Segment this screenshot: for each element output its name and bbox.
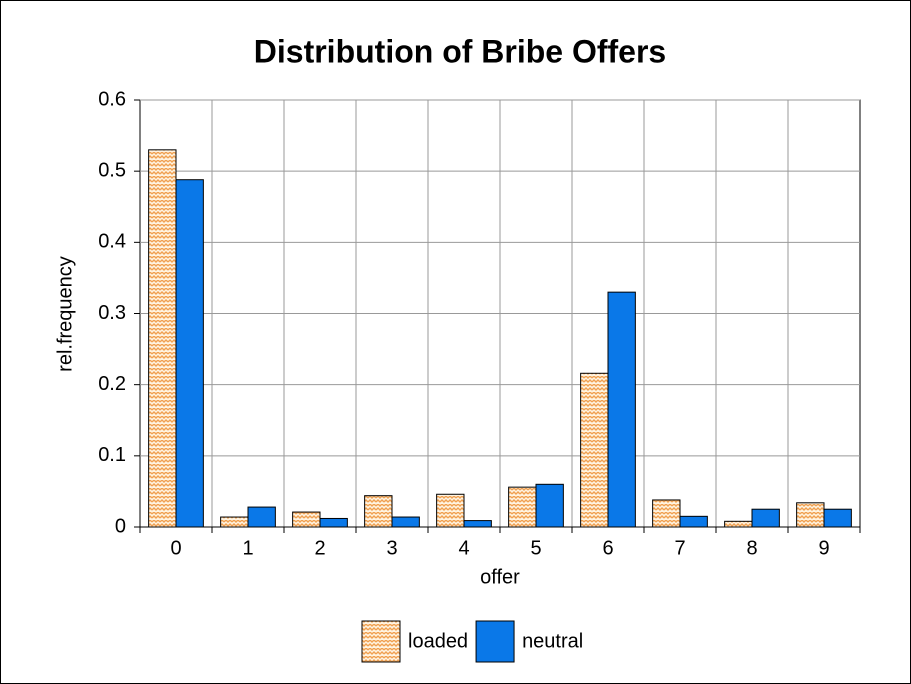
bar [751,508,780,528]
legend-label: neutral [522,630,583,652]
bar [535,483,564,528]
bar [175,179,204,528]
x-tick-label: 5 [530,537,541,559]
x-tick-label: 6 [602,537,613,559]
y-tick-label: 0 [115,515,126,537]
y-axis-label: rel.frequency [54,256,76,372]
bar [436,493,465,528]
x-axis-label: offer [480,566,520,588]
x-tick-label: 0 [170,537,181,559]
bar [364,495,393,528]
bar [220,516,249,528]
bar [652,499,681,528]
x-tick-label: 1 [242,537,253,559]
y-tick-label: 0.4 [98,231,126,253]
bar [607,291,636,528]
bar [823,508,852,528]
bar [679,515,708,528]
legend-swatch [475,620,515,663]
bar [724,520,753,528]
x-tick-label: 4 [458,537,469,559]
bar [292,511,321,528]
chart-title: Distribution of Bribe Offers [254,33,666,69]
bar [391,516,420,528]
x-tick-label: 3 [386,537,397,559]
bar [148,149,177,528]
bar [247,506,276,528]
y-tick-label: 0.1 [98,444,126,466]
x-tick-label: 8 [746,537,757,559]
y-tick-label: 0.6 [98,88,126,110]
y-tick-label: 0.3 [98,302,126,324]
x-tick-label: 9 [818,537,829,559]
legend-swatch [361,620,401,663]
y-tick-label: 0.2 [98,373,126,395]
bar [508,486,537,528]
x-tick-label: 2 [314,537,325,559]
bar [580,372,609,528]
bar [796,502,825,528]
bar [463,520,492,528]
bar [319,517,348,528]
x-tick-label: 7 [674,537,685,559]
legend-label: loaded [408,630,468,652]
y-tick-label: 0.5 [98,159,126,181]
